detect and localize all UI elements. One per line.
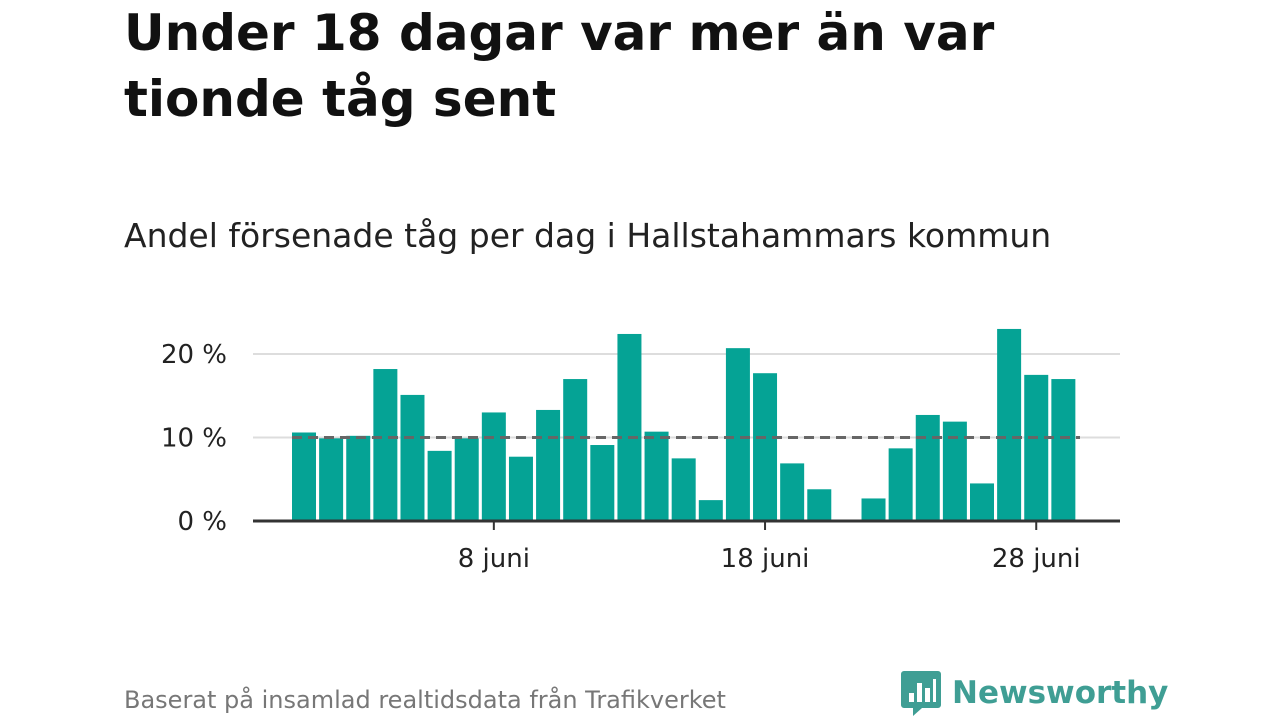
brand-name: Newsworthy — [952, 675, 1169, 711]
bar — [617, 333, 642, 521]
bar — [454, 438, 479, 521]
bar — [888, 448, 913, 521]
bar — [725, 348, 750, 521]
bar — [997, 328, 1022, 521]
x-tick-label: 8 juni — [458, 544, 530, 574]
bar — [346, 435, 371, 521]
bar — [590, 445, 615, 521]
bar — [508, 456, 533, 521]
x-tick-label: 28 juni — [992, 544, 1081, 574]
bar — [753, 373, 778, 521]
bar — [644, 431, 669, 521]
source-note: Baserat på insamlad realtidsdata från Tr… — [124, 686, 726, 714]
y-tick-label: 10 % — [161, 424, 227, 454]
bar — [915, 414, 940, 521]
chart-title: Under 18 dagar var mer än var tionde tåg… — [124, 4, 995, 128]
chart-subtitle: Andel försenade tåg per dag i Hallstaham… — [124, 216, 1052, 255]
bar — [427, 450, 452, 521]
bar — [400, 394, 425, 521]
bar — [319, 438, 344, 521]
y-tick-label: 0 % — [177, 507, 227, 537]
bar — [671, 458, 696, 521]
bar — [970, 483, 994, 521]
bar — [698, 500, 723, 521]
bar — [481, 412, 506, 521]
bar — [373, 369, 398, 521]
bar — [1051, 379, 1076, 521]
bar — [1024, 374, 1049, 521]
bar — [292, 432, 316, 521]
bar-chart: 0 % 10 % 20 % 8 juni 18 juni 28 juni — [161, 328, 1120, 574]
y-tick-label: 20 % — [161, 340, 227, 370]
brand: Newsworthy — [900, 668, 1168, 718]
bar — [861, 498, 886, 521]
bar — [780, 463, 805, 521]
x-tick-label: 18 juni — [721, 544, 810, 574]
newsworthy-logo-icon — [901, 671, 941, 716]
bar — [807, 489, 832, 521]
bar — [536, 409, 561, 521]
bar — [563, 379, 588, 521]
